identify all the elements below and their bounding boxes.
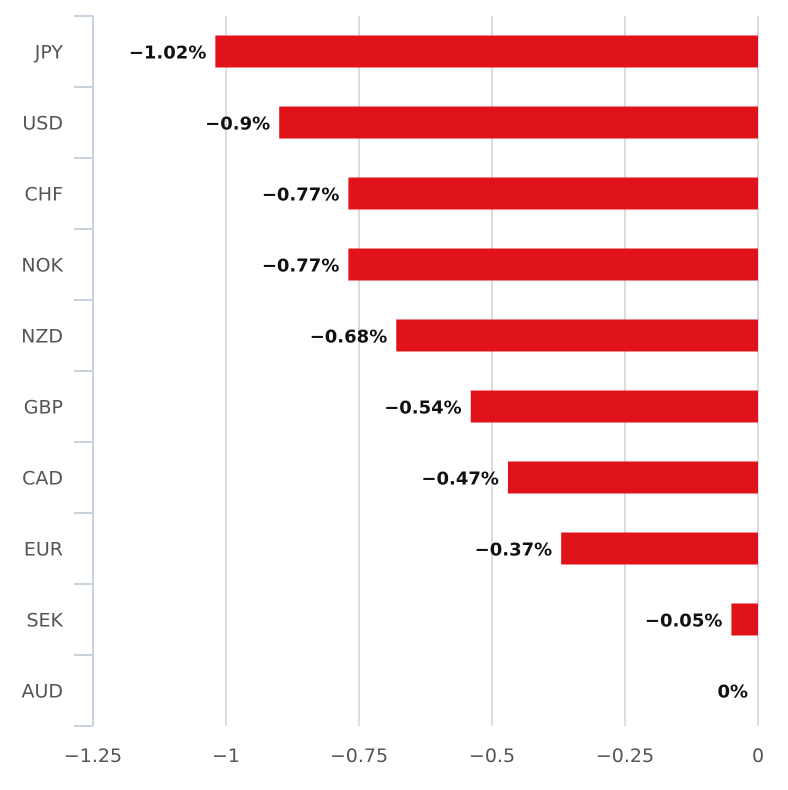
category-label: CHF [25,184,63,206]
bar [561,532,758,565]
bar [470,390,758,423]
category-label: NZD [21,326,63,348]
bar [396,319,758,352]
x-tick-label: −0.25 [596,745,654,767]
x-tick-label: 0 [752,745,764,767]
bar [348,248,758,281]
data-label: 0% [717,682,748,703]
data-label: −0.68% [310,327,388,348]
category-label: USD [22,113,63,135]
category-label: EUR [24,539,63,561]
data-label: −0.54% [384,398,462,419]
category-label: NOK [21,255,63,277]
data-label: −0.05% [645,611,723,632]
data-label: −1.02% [129,43,207,64]
data-label: −0.77% [262,185,340,206]
bar [348,177,758,210]
category-label: JPY [34,42,64,64]
x-tick-label: −0.5 [469,745,515,767]
category-label: GBP [24,397,63,419]
data-label: −0.37% [475,540,553,561]
data-label: −0.9% [205,114,270,135]
data-label: −0.77% [262,256,340,277]
category-label: SEK [26,610,63,632]
x-tick-label: −1.25 [64,745,122,767]
bar [279,106,758,139]
data-label: −0.47% [421,469,499,490]
x-tick-label: −0.75 [330,745,388,767]
category-label: CAD [22,468,63,490]
category-label: AUD [21,681,63,703]
x-tick-label: −1 [212,745,240,767]
bar [215,35,759,68]
bar [507,461,758,494]
bar [731,603,758,636]
